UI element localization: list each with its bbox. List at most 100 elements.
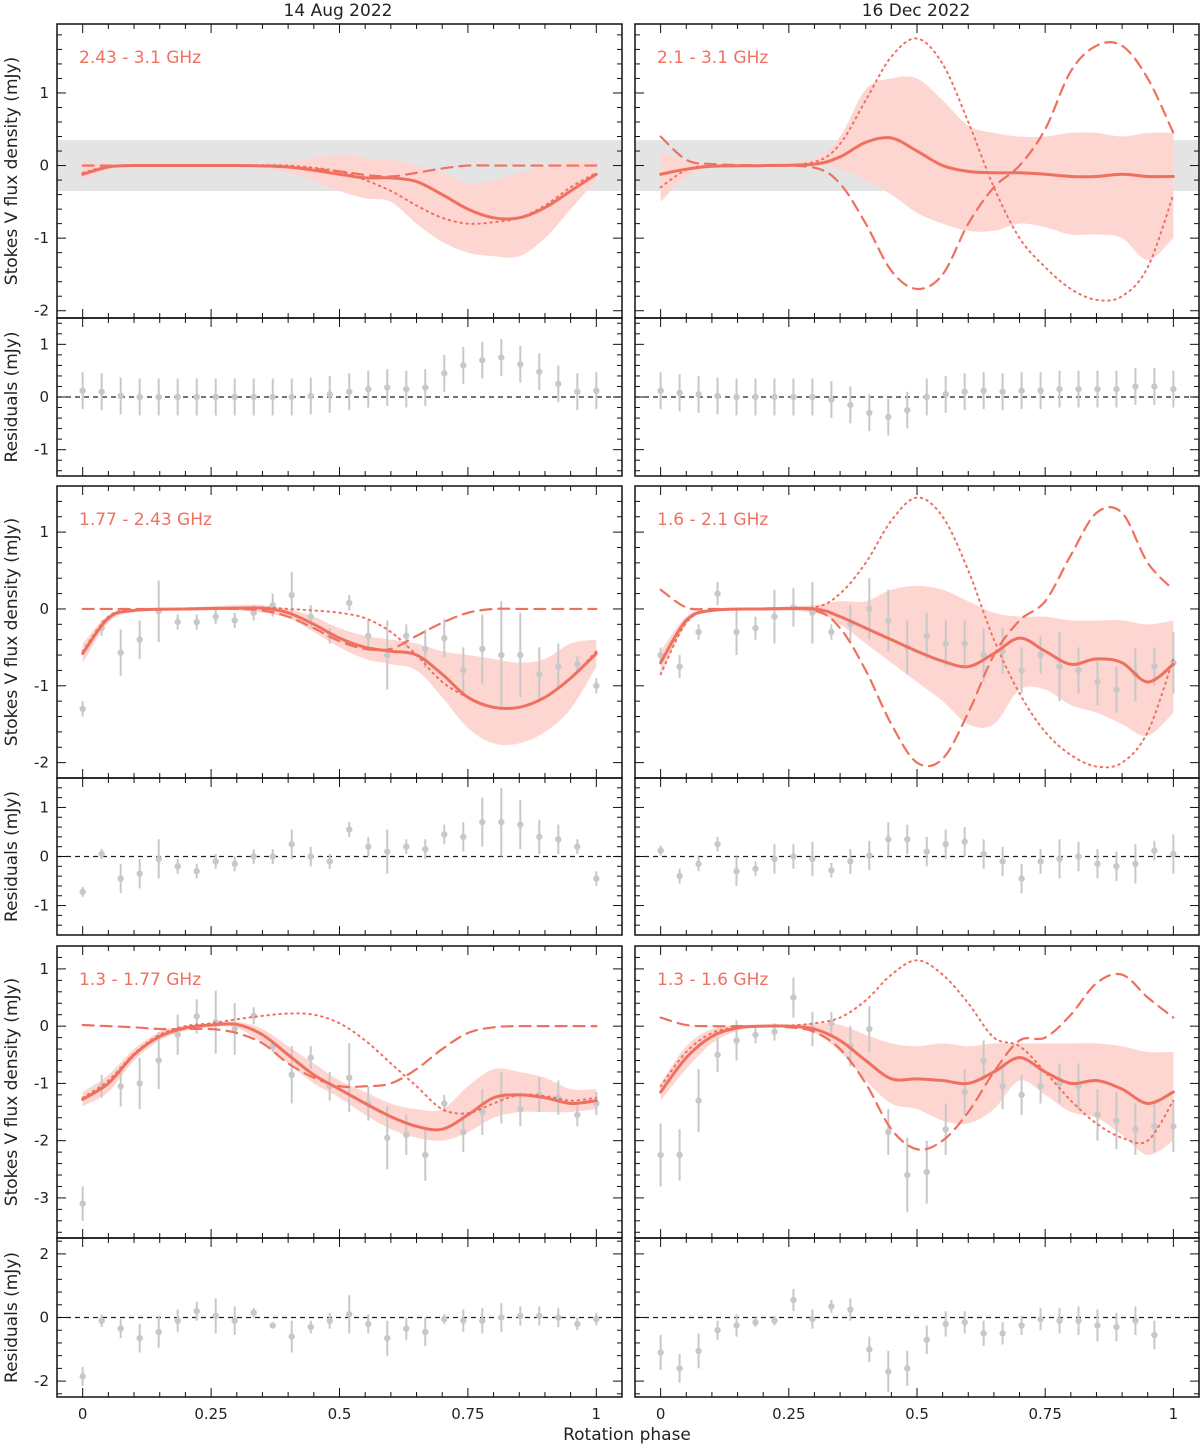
data-point [1018,1322,1025,1329]
data-point [174,393,181,401]
data-point [384,651,391,659]
data-point [1151,847,1158,854]
y-tick-label: -2 [34,754,49,772]
data-point [117,875,124,882]
data-point [695,628,702,636]
model-curve-component2 [659,41,1175,291]
data-point [1132,1317,1139,1324]
x-axis-label: Rotation phase [563,1425,691,1445]
data-point [676,1151,683,1159]
data-point [1170,850,1177,858]
y-tick-label: -1 [34,897,49,915]
data-point [574,388,581,395]
data-point [657,1151,664,1159]
y-tick-label: 2 [39,1245,49,1263]
y-axis-label: Residuals (mJy) [2,1252,22,1383]
y-tick-label: 0 [39,157,49,175]
data-point [1113,385,1120,393]
data-point [980,387,987,394]
data-point [117,1083,124,1090]
data-point [174,1317,181,1324]
panel-r3-c1 [634,777,1200,936]
data-point [790,853,797,860]
data-point [866,852,873,859]
data-point [714,841,721,848]
y-tick-label: -1 [34,1074,49,1092]
data-point [942,640,949,647]
data-point [1094,1322,1101,1329]
model-curve-component1 [659,959,1175,1145]
data-point [657,847,664,854]
data-point [885,836,892,843]
data-point [193,1307,200,1315]
data-point [714,1327,721,1334]
data-point [1056,1080,1063,1087]
data-point [422,1328,429,1336]
data-point [403,1131,410,1139]
data-point [441,1315,448,1323]
data-point [517,821,524,828]
panel-r0-c1: 2.1 - 3.1 GHz [634,23,1200,319]
y-tick-label: -2 [34,1372,49,1390]
data-point [714,1051,721,1058]
data-point [555,380,562,388]
data-point [231,860,238,868]
data-point [904,1365,911,1372]
data-point [479,1108,486,1116]
data-point [885,413,892,421]
data-point [288,1071,295,1079]
data-point [79,1200,86,1207]
model-curve-component1 [81,1012,598,1115]
x-tick-label: 0.25 [772,1405,805,1423]
data-point [136,393,143,401]
data-point [961,1088,968,1096]
data-point [536,671,543,678]
y-tick-label: -1 [34,441,49,459]
y-axis-label: Stokes V flux density (mJy) [2,518,22,746]
data-point [498,651,505,659]
data-point [288,1333,295,1340]
data-point [574,1111,581,1119]
data-point [866,605,873,613]
data-point [593,682,600,689]
data-point [593,387,600,394]
data-point [365,1320,372,1328]
data-point [98,388,105,395]
model-uncertainty-band [660,585,1174,736]
data-point [231,1025,238,1033]
panel-r2-c0: -2 -1 0 1 1.77 - 2.43 GHz [34,485,623,779]
x-tick-label: 0 [656,1405,666,1423]
data-point [193,393,200,401]
data-point [695,860,702,868]
data-point [1170,1123,1177,1130]
data-point [904,406,911,414]
data-point [498,818,505,826]
data-point [923,393,930,401]
data-point [695,391,702,398]
data-point [961,1319,968,1326]
data-point [231,393,238,401]
data-point [999,858,1006,865]
data-point [212,1312,219,1320]
data-point [733,1322,740,1329]
data-point [98,1317,105,1324]
data-point [307,1323,314,1331]
data-point [1170,385,1177,393]
data-point [384,1334,391,1342]
data-point [847,401,854,409]
data-point [326,391,333,398]
y-tick-label: 0 [39,1309,49,1327]
frequency-band-label: 1.77 - 2.43 GHz [79,510,212,530]
data-point [212,858,219,865]
model-curve-component2 [81,607,598,652]
data-point [498,1314,505,1321]
data-point [828,396,835,403]
x-tick-label: 1 [1169,1405,1179,1423]
data-point [574,661,581,668]
data-point [1132,383,1139,390]
data-point [1151,663,1158,670]
model-curve-component1 [81,606,598,710]
data-point [555,836,562,843]
data-point [346,826,353,833]
panel-r5-c0: -2 0 2 [34,1237,623,1398]
